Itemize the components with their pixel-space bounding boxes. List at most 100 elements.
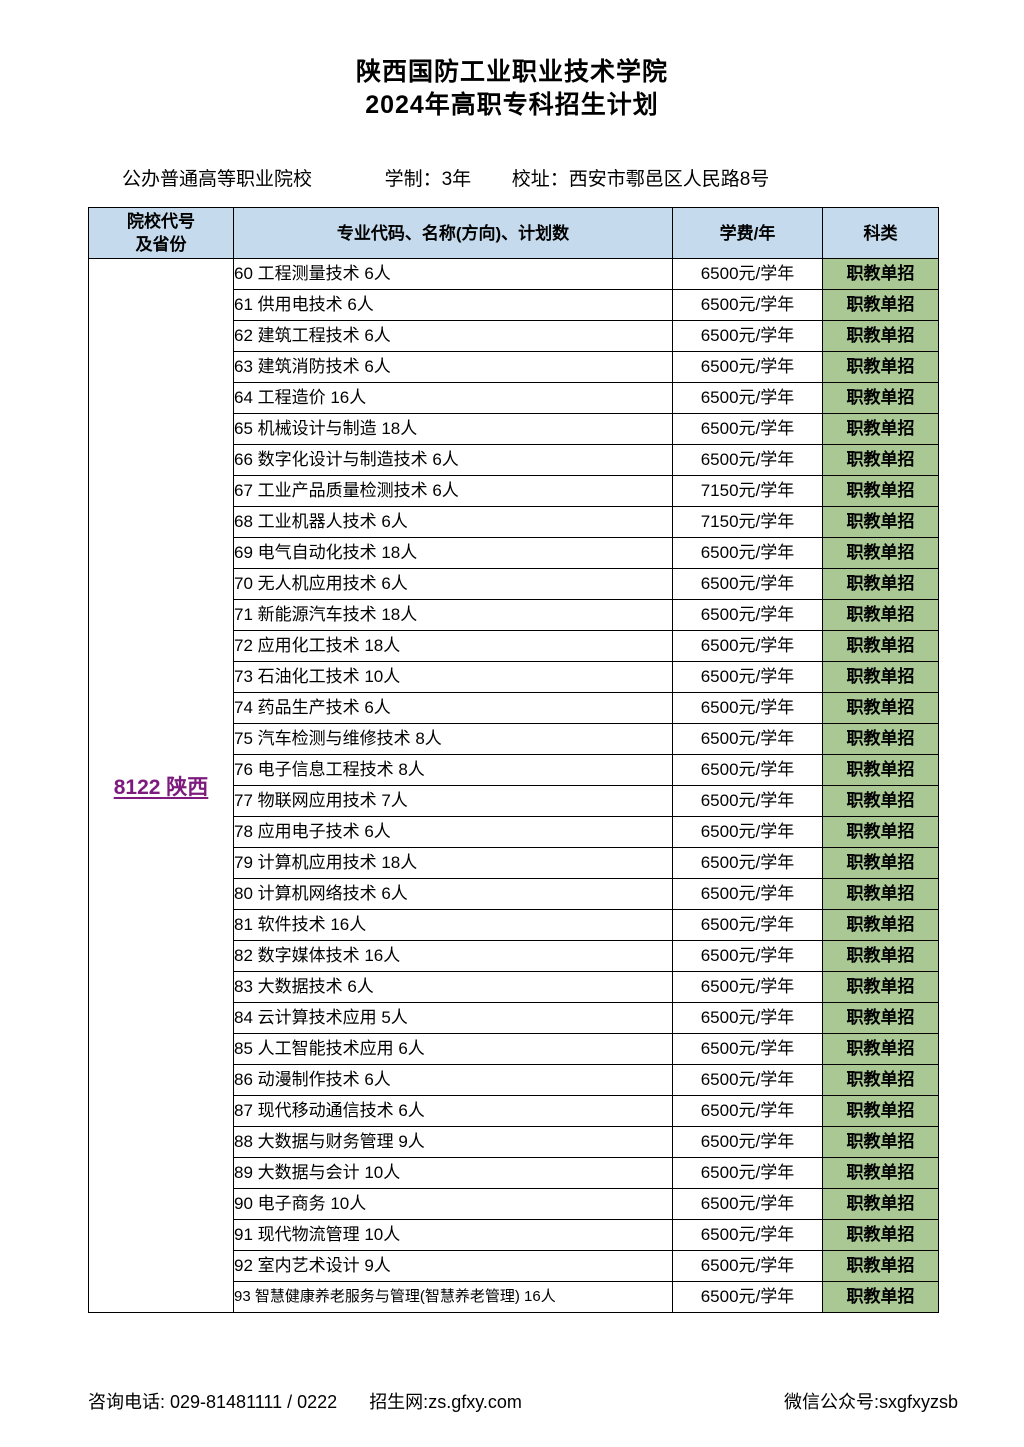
footer: 咨询电话: 029-81481111 / 0222 招生网:zs.gfxy.co… xyxy=(88,1388,958,1414)
table-row: 61 供用电技术 6人 6500元/学年 职教单招 xyxy=(89,289,939,321)
category-cell: 职教单招 xyxy=(822,1157,939,1189)
fee-cell: 6500元/学年 xyxy=(672,289,823,321)
column-header-category: 科类 xyxy=(822,207,939,259)
major-cell: 89 大数据与会计 10人 xyxy=(233,1157,673,1189)
major-cell: 63 建筑消防技术 6人 xyxy=(233,351,673,383)
fee-cell: 6500元/学年 xyxy=(672,1126,823,1158)
major-cell: 90 电子商务 10人 xyxy=(233,1188,673,1220)
category-cell: 职教单招 xyxy=(822,630,939,662)
major-cell: 78 应用电子技术 6人 xyxy=(233,816,673,848)
admission-plan-table: 院校代号 及省份 专业代码、名称(方向)、计划数 学费/年 科类 8122 陕西… xyxy=(88,207,939,1313)
category-cell: 职教单招 xyxy=(822,971,939,1003)
major-cell: 64 工程造价 16人 xyxy=(233,382,673,414)
table-row: 87 现代移动通信技术 6人 6500元/学年 职教单招 xyxy=(89,1095,939,1127)
category-cell: 职教单招 xyxy=(822,258,939,290)
contact-phone: 咨询电话: 029-81481111 / 0222 xyxy=(88,1392,338,1412)
table-row: 75 汽车检测与维修技术 8人 6500元/学年 职教单招 xyxy=(89,723,939,755)
fee-cell: 6500元/学年 xyxy=(672,320,823,352)
fee-cell: 6500元/学年 xyxy=(672,754,823,786)
column-header-school-code-line1: 院校代号 xyxy=(127,212,195,231)
fee-cell: 6500元/学年 xyxy=(672,971,823,1003)
fee-cell: 6500元/学年 xyxy=(672,599,823,631)
category-cell: 职教单招 xyxy=(822,599,939,631)
fee-cell: 6500元/学年 xyxy=(672,1250,823,1282)
major-cell: 61 供用电技术 6人 xyxy=(233,289,673,321)
major-cell: 76 电子信息工程技术 8人 xyxy=(233,754,673,786)
table-row: 63 建筑消防技术 6人 6500元/学年 职教单招 xyxy=(89,351,939,383)
major-cell: 82 数字媒体技术 16人 xyxy=(233,940,673,972)
page-title-line-1: 陕西国防工业职业技术学院 xyxy=(355,58,668,86)
major-cell: 86 动漫制作技术 6人 xyxy=(233,1064,673,1096)
table-row: 90 电子商务 10人 6500元/学年 职教单招 xyxy=(89,1188,939,1220)
column-header-school-code-line2: 及省份 xyxy=(135,235,187,254)
fee-cell: 6500元/学年 xyxy=(672,692,823,724)
category-cell: 职教单招 xyxy=(822,444,939,476)
category-cell: 职教单招 xyxy=(822,1126,939,1158)
table-row: 77 物联网应用技术 7人 6500元/学年 职教单招 xyxy=(89,785,939,817)
category-cell: 职教单招 xyxy=(822,320,939,352)
major-cell: 91 现代物流管理 10人 xyxy=(233,1219,673,1251)
major-cell: 73 石油化工技术 10人 xyxy=(233,661,673,693)
column-header-school-code: 院校代号 及省份 xyxy=(88,207,234,259)
fee-cell: 6500元/学年 xyxy=(672,1033,823,1065)
wechat-account: 微信公众号:sxgfxyzsb xyxy=(783,1392,958,1412)
title-block: 陕西国防工业职业技术学院 2024年高职专科招生计划 xyxy=(0,56,1024,122)
major-cell: 80 计算机网络技术 6人 xyxy=(233,878,673,910)
category-cell: 职教单招 xyxy=(822,816,939,848)
admission-website: 招生网:zs.gfxy.com xyxy=(369,1392,522,1412)
fee-cell: 6500元/学年 xyxy=(672,1281,823,1313)
school-code-text: 8122 陕西 xyxy=(113,775,209,799)
fee-cell: 6500元/学年 xyxy=(672,630,823,662)
fee-cell: 6500元/学年 xyxy=(672,444,823,476)
fee-cell: 6500元/学年 xyxy=(672,1064,823,1096)
table-row: 92 室内艺术设计 9人 6500元/学年 职教单招 xyxy=(89,1250,939,1282)
category-cell: 职教单招 xyxy=(822,1033,939,1065)
major-cell: 88 大数据与财务管理 9人 xyxy=(233,1126,673,1158)
table-row: 8122 陕西 60 工程测量技术 6人 6500元/学年 职教单招 xyxy=(88,258,939,1313)
category-cell: 职教单招 xyxy=(822,1095,939,1127)
major-cell: 65 机械设计与制造 18人 xyxy=(233,413,673,445)
fee-cell: 6500元/学年 xyxy=(672,413,823,445)
table-row: 78 应用电子技术 6人 6500元/学年 职教单招 xyxy=(89,816,939,848)
major-cell: 77 物联网应用技术 7人 xyxy=(233,785,673,817)
fee-cell: 6500元/学年 xyxy=(672,878,823,910)
table-row: 81 软件技术 16人 6500元/学年 职教单招 xyxy=(89,909,939,941)
category-cell: 职教单招 xyxy=(822,537,939,569)
table-row: 89 大数据与会计 10人 6500元/学年 职教单招 xyxy=(89,1157,939,1189)
table-row: 76 电子信息工程技术 8人 6500元/学年 职教单招 xyxy=(89,754,939,786)
table-row: 65 机械设计与制造 18人 6500元/学年 职教单招 xyxy=(89,413,939,445)
category-cell: 职教单招 xyxy=(822,1219,939,1251)
table-row: 83 大数据技术 6人 6500元/学年 职教单招 xyxy=(89,971,939,1003)
fee-cell: 6500元/学年 xyxy=(672,1095,823,1127)
study-duration-label: 学制：3年 xyxy=(384,169,472,190)
category-cell: 职教单招 xyxy=(822,878,939,910)
major-cell: 66 数字化设计与制造技术 6人 xyxy=(233,444,673,476)
major-cell: 68 工业机器人技术 6人 xyxy=(233,506,673,538)
major-cell: 62 建筑工程技术 6人 xyxy=(233,320,673,352)
category-cell: 职教单招 xyxy=(822,909,939,941)
fee-cell: 6500元/学年 xyxy=(672,1002,823,1034)
fee-cell: 6500元/学年 xyxy=(672,661,823,693)
table-row: 85 人工智能技术应用 6人 6500元/学年 职教单招 xyxy=(89,1033,939,1065)
table-row: 88 大数据与财务管理 9人 6500元/学年 职教单招 xyxy=(89,1126,939,1158)
category-cell: 职教单招 xyxy=(822,847,939,879)
table-row: 66 数字化设计与制造技术 6人 6500元/学年 职教单招 xyxy=(89,444,939,476)
table-header-row: 院校代号 及省份 专业代码、名称(方向)、计划数 学费/年 科类 xyxy=(88,207,939,259)
table-row: 64 工程造价 16人 6500元/学年 职教单招 xyxy=(89,382,939,414)
major-cell: 71 新能源汽车技术 18人 xyxy=(233,599,673,631)
column-header-major: 专业代码、名称(方向)、计划数 xyxy=(233,207,673,259)
fee-cell: 6500元/学年 xyxy=(672,1157,823,1189)
major-cell: 85 人工智能技术应用 6人 xyxy=(233,1033,673,1065)
fee-cell: 6500元/学年 xyxy=(672,1219,823,1251)
table-row: 79 计算机应用技术 18人 6500元/学年 职教单招 xyxy=(89,847,939,879)
table-row: 93 智慧健康养老服务与管理(智慧养老管理) 16人 6500元/学年 职教单招 xyxy=(89,1281,939,1313)
category-cell: 职教单招 xyxy=(822,1250,939,1282)
major-cell: 92 室内艺术设计 9人 xyxy=(233,1250,673,1282)
fee-cell: 6500元/学年 xyxy=(672,258,823,290)
fee-cell: 6500元/学年 xyxy=(672,785,823,817)
fee-cell: 6500元/学年 xyxy=(672,847,823,879)
category-cell: 职教单招 xyxy=(822,1281,939,1313)
table-header: 院校代号 及省份 专业代码、名称(方向)、计划数 学费/年 科类 xyxy=(88,207,939,259)
category-cell: 职教单招 xyxy=(822,785,939,817)
table-row: 84 云计算技术应用 5人 6500元/学年 职教单招 xyxy=(89,1002,939,1034)
